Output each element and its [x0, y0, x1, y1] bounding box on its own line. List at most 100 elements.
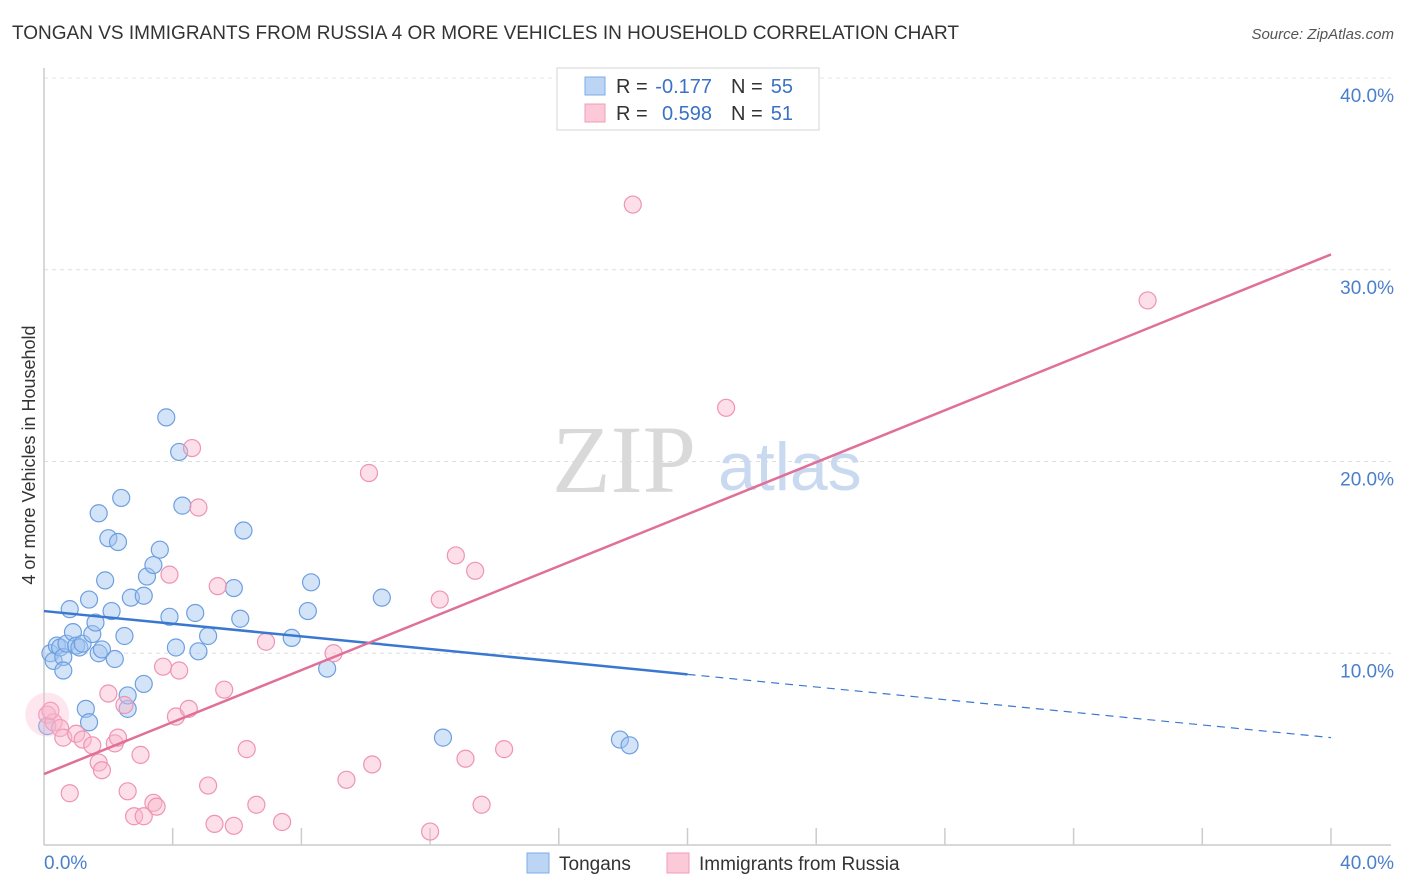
data-point	[160, 565, 179, 584]
data-point	[96, 571, 115, 590]
data-point	[170, 661, 189, 680]
y-axis-label: 4 or more Vehicles in Household	[19, 325, 39, 584]
trend-line-tongans	[43, 609, 688, 676]
data-point	[205, 814, 224, 834]
data-point	[173, 496, 192, 515]
data-point	[301, 573, 321, 592]
data-point	[99, 684, 118, 703]
series-tongans-points	[38, 408, 639, 755]
x-tick-label-min: 0.0%	[44, 853, 87, 874]
bottom-legend-swatch-russia	[666, 852, 690, 874]
data-point	[134, 674, 153, 694]
y-tick-label: 10.0%	[1340, 661, 1394, 682]
data-point	[231, 609, 250, 628]
data-point	[298, 601, 317, 621]
y-tick-label: 20.0%	[1340, 470, 1394, 491]
data-point	[182, 438, 202, 458]
data-point	[189, 642, 208, 661]
series-russia-points	[25, 195, 1157, 841]
data-point-cluster	[25, 692, 70, 737]
data-point	[623, 195, 642, 214]
data-point	[102, 601, 121, 621]
data-point	[456, 749, 475, 768]
data-point	[86, 613, 105, 632]
gridlines	[44, 77, 1391, 654]
x-tick-label-max: 40.0%	[1340, 853, 1394, 874]
legend-r-label: R =	[616, 103, 648, 125]
legend-swatch-tongans	[584, 76, 606, 96]
data-point	[186, 603, 205, 623]
data-point	[115, 626, 134, 646]
data-point	[620, 736, 639, 755]
data-point	[1138, 291, 1157, 310]
data-point	[198, 776, 218, 795]
data-point	[89, 504, 108, 523]
data-point	[495, 740, 514, 759]
data-point	[118, 782, 137, 801]
data-point	[54, 661, 73, 680]
data-point	[466, 561, 485, 580]
data-point	[610, 730, 630, 749]
data-point	[208, 577, 227, 596]
data-point	[147, 797, 166, 816]
data-point	[421, 822, 440, 841]
data-point	[118, 686, 137, 705]
chart-title: TONGAN VS IMMIGRANTS FROM RUSSIA 4 OR MO…	[12, 23, 959, 44]
data-point	[472, 795, 491, 814]
bottom-legend-label-russia: Immigrants from Russia	[699, 854, 900, 875]
series-legend: Tongans Immigrants from Russia	[526, 852, 900, 875]
legend-r-russia: 0.598	[662, 103, 712, 125]
data-point	[215, 680, 234, 699]
data-point	[137, 567, 157, 586]
data-point	[153, 657, 173, 676]
legend-r-tongans: -0.177	[655, 76, 712, 98]
y-tick-label: 40.0%	[1340, 86, 1394, 107]
data-point	[108, 532, 128, 552]
data-point	[430, 590, 449, 609]
data-point	[157, 408, 176, 427]
data-point	[67, 636, 86, 655]
trend-line-russia	[43, 253, 1332, 776]
data-point	[446, 546, 465, 565]
data-point	[363, 755, 382, 774]
data-point	[144, 555, 163, 575]
data-point	[247, 795, 266, 814]
legend-n-label: N =	[731, 76, 763, 98]
legend-r-label: R =	[616, 76, 648, 98]
data-point	[73, 730, 92, 749]
data-point	[717, 398, 736, 417]
data-point	[124, 807, 144, 826]
data-point	[79, 713, 99, 732]
data-point	[60, 784, 79, 803]
data-point	[272, 812, 292, 832]
data-point	[198, 626, 218, 646]
data-point	[134, 586, 153, 605]
data-point	[92, 640, 112, 659]
data-point	[41, 701, 60, 720]
data-point	[237, 740, 256, 759]
y-tick-label: 30.0%	[1340, 278, 1394, 299]
data-point	[372, 588, 391, 607]
stats-legend: R = -0.177 N = 55 R = 0.598 N = 51	[556, 67, 820, 131]
bottom-legend-swatch-tongans	[526, 852, 550, 874]
data-point	[54, 647, 73, 667]
data-point	[105, 649, 124, 669]
data-point	[50, 718, 70, 738]
trend-line-tongans-extrapolated	[687, 673, 1332, 739]
data-point	[131, 745, 150, 764]
data-point	[134, 807, 153, 826]
watermark: ZIP atlas	[552, 406, 862, 513]
data-point	[337, 770, 356, 789]
data-point	[282, 628, 301, 648]
legend-n-russia: 51	[771, 103, 793, 125]
data-point	[433, 728, 453, 747]
bottom-legend-label-tongans: Tongans	[559, 854, 631, 875]
data-point	[234, 521, 253, 540]
data-point	[112, 488, 131, 508]
watermark-zip: ZIP	[552, 406, 696, 513]
data-point	[76, 699, 95, 718]
data-point	[256, 632, 276, 651]
data-point	[92, 761, 112, 780]
data-point	[166, 638, 186, 657]
